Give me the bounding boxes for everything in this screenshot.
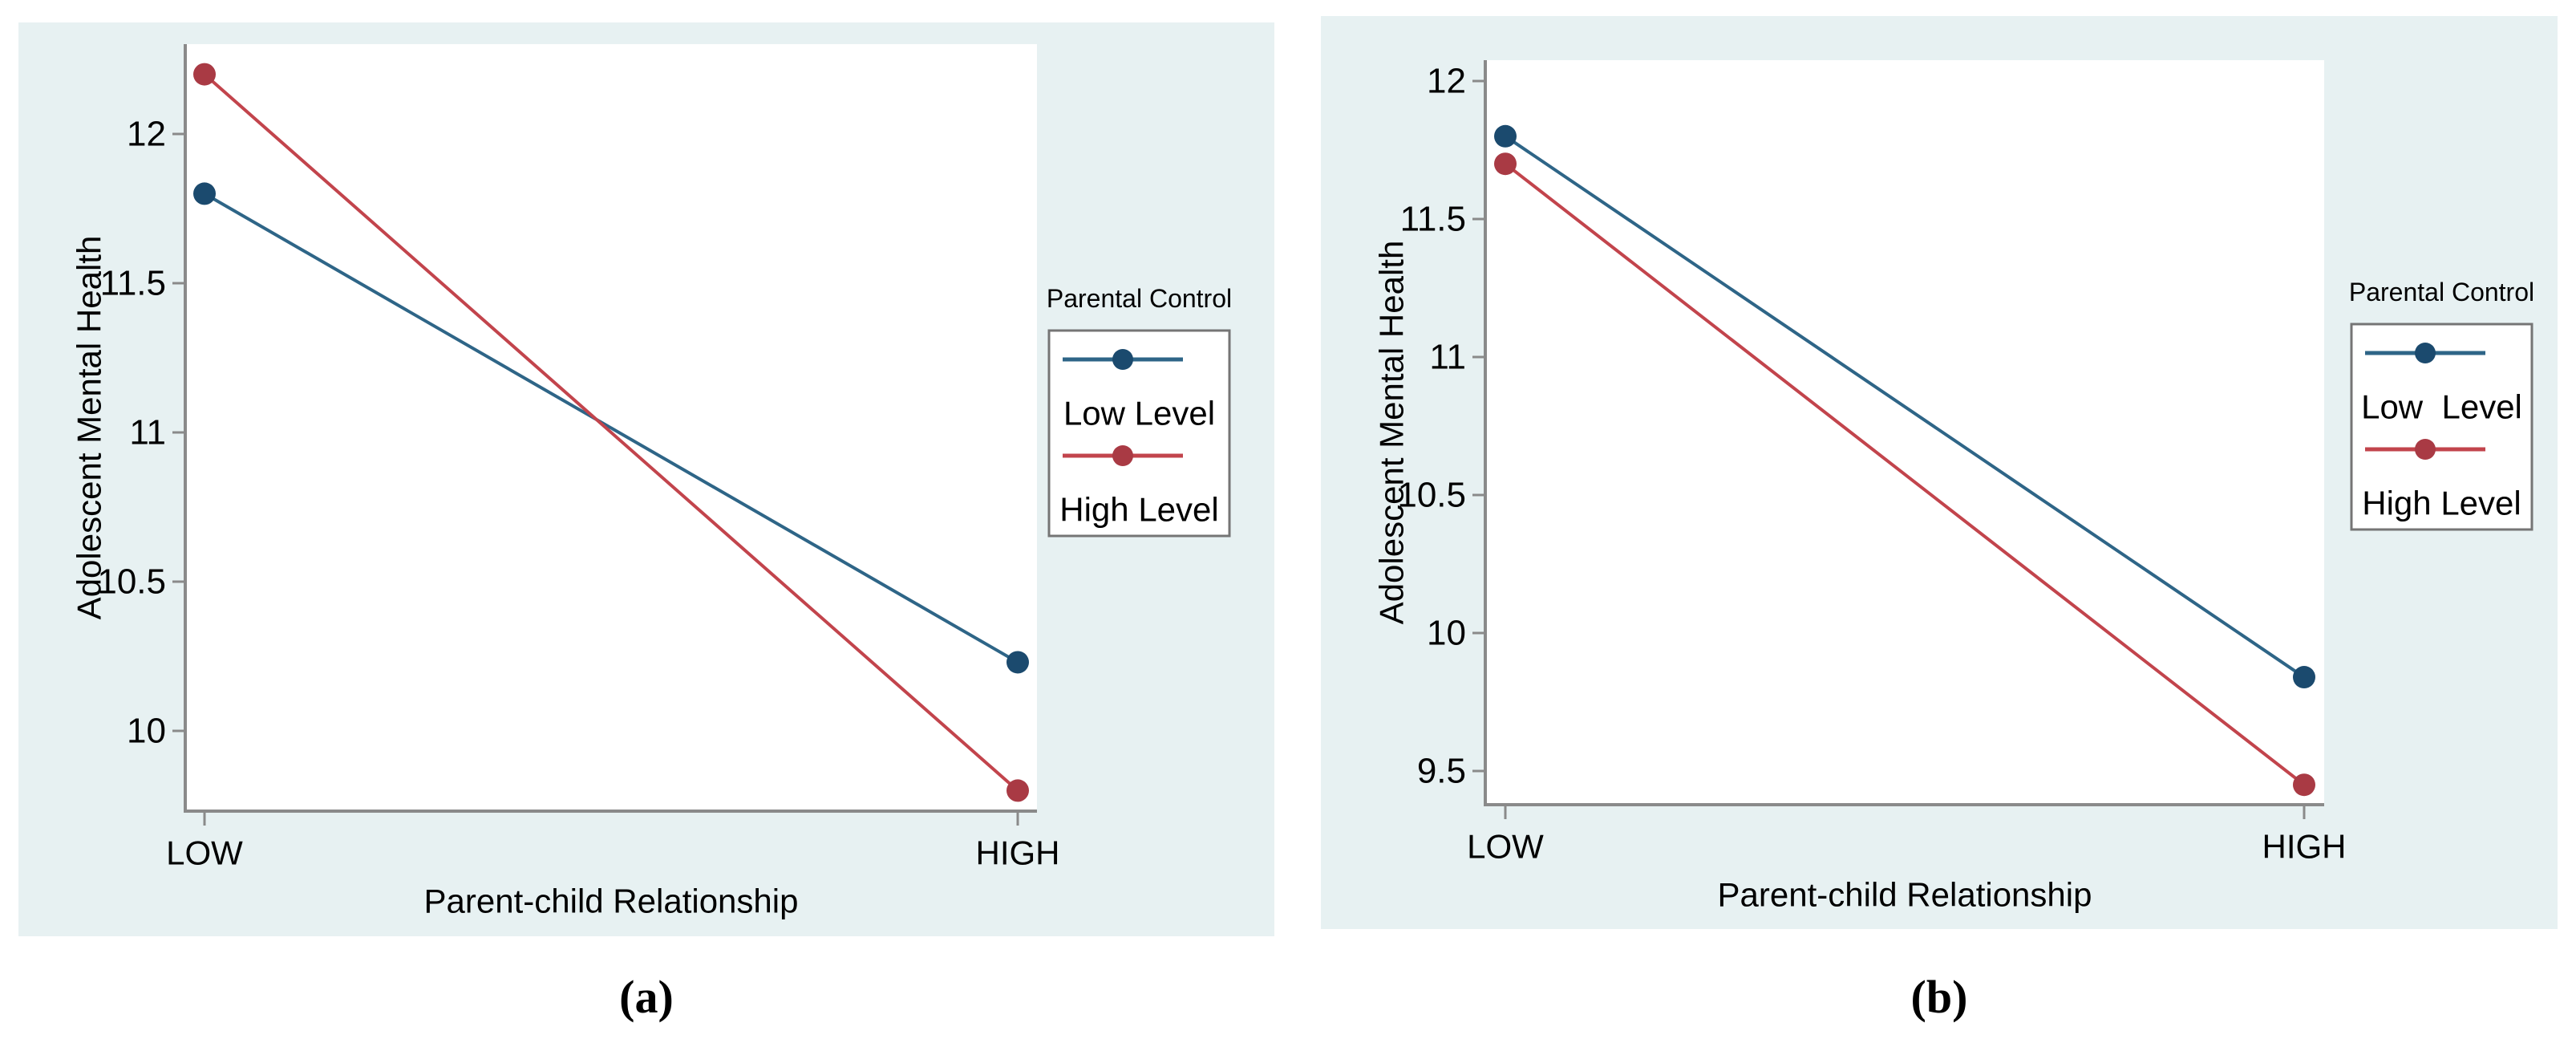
y-tick-label: 10.5 <box>1397 476 1466 515</box>
legend-swatch-dot-blue <box>1112 349 1133 370</box>
y-tick-label: 11 <box>1429 338 1466 377</box>
series-line-red <box>1504 162 2306 786</box>
x-tick-label: LOW <box>166 834 243 872</box>
data-point-blue <box>2293 666 2315 689</box>
plot-area <box>1485 60 2324 805</box>
series-line-blue <box>1504 135 2306 679</box>
legend-swatch-dot-red <box>1112 445 1133 466</box>
x-tick-label: HIGH <box>2262 828 2347 866</box>
legend-swatch-dot-blue <box>2415 343 2436 363</box>
legend-title: Parental Control <box>1047 284 1232 313</box>
legend-entry-label: Low Level <box>2361 388 2522 426</box>
y-axis-title: Adolescent Mental Health <box>1373 241 1411 625</box>
legend-entry-label: High Level <box>1059 491 1218 529</box>
y-tick-label: 10 <box>127 712 166 751</box>
data-point-red <box>1007 779 1029 802</box>
y-tick-label: 11.5 <box>1400 200 1466 239</box>
data-point-blue <box>193 182 216 205</box>
chart-b-panel: 12 11.5 11 10.5 10 9.5 LOW HIGH Adolescent Menta… <box>1321 16 2558 929</box>
y-tick-label: 12 <box>1427 62 1466 101</box>
data-point-red <box>2293 773 2315 797</box>
y-tick-label: 10 <box>1427 614 1466 653</box>
x-axis-title: Parent-child Relationship <box>424 883 799 920</box>
data-point-red <box>1494 152 1517 176</box>
x-axis-title: Parent-child Relationship <box>1718 876 2092 914</box>
legend-entry-label: Low Level <box>1063 395 1215 432</box>
caption-b: (b) <box>1910 971 1968 1023</box>
y-axis-title: Adolescent Mental Health <box>71 236 108 620</box>
legend-box <box>1047 329 1231 538</box>
series-line-red <box>203 73 1019 792</box>
legend-swatch-dot-red <box>2415 439 2436 460</box>
data-point-red <box>193 63 216 86</box>
series-line-blue <box>204 192 1019 664</box>
data-point-blue <box>1494 124 1517 148</box>
y-tick-label: 9.5 <box>1417 752 1466 791</box>
legend-title: Parental Control <box>2349 278 2534 306</box>
y-tick-label: 11.5 <box>100 264 166 303</box>
x-tick-label: LOW <box>1467 828 1544 866</box>
chart-a-panel: 12 11.5 11 10.5 10 LOW HIGH Adolescent Mental H… <box>18 22 1274 936</box>
data-point-blue <box>1007 651 1029 674</box>
y-tick-label: 11 <box>129 413 166 452</box>
caption-a: (a) <box>619 971 674 1023</box>
legend-box <box>2350 323 2533 531</box>
legend-entry-label: High Level <box>2362 485 2521 522</box>
x-tick-label: HIGH <box>976 834 1060 872</box>
chart-a-canvas: 12 11.5 11 10.5 10 LOW HIGH Adolescent Mental H… <box>71 44 1232 920</box>
y-tick-label: 12 <box>127 115 166 154</box>
y-tick-label: 10.5 <box>97 562 166 602</box>
